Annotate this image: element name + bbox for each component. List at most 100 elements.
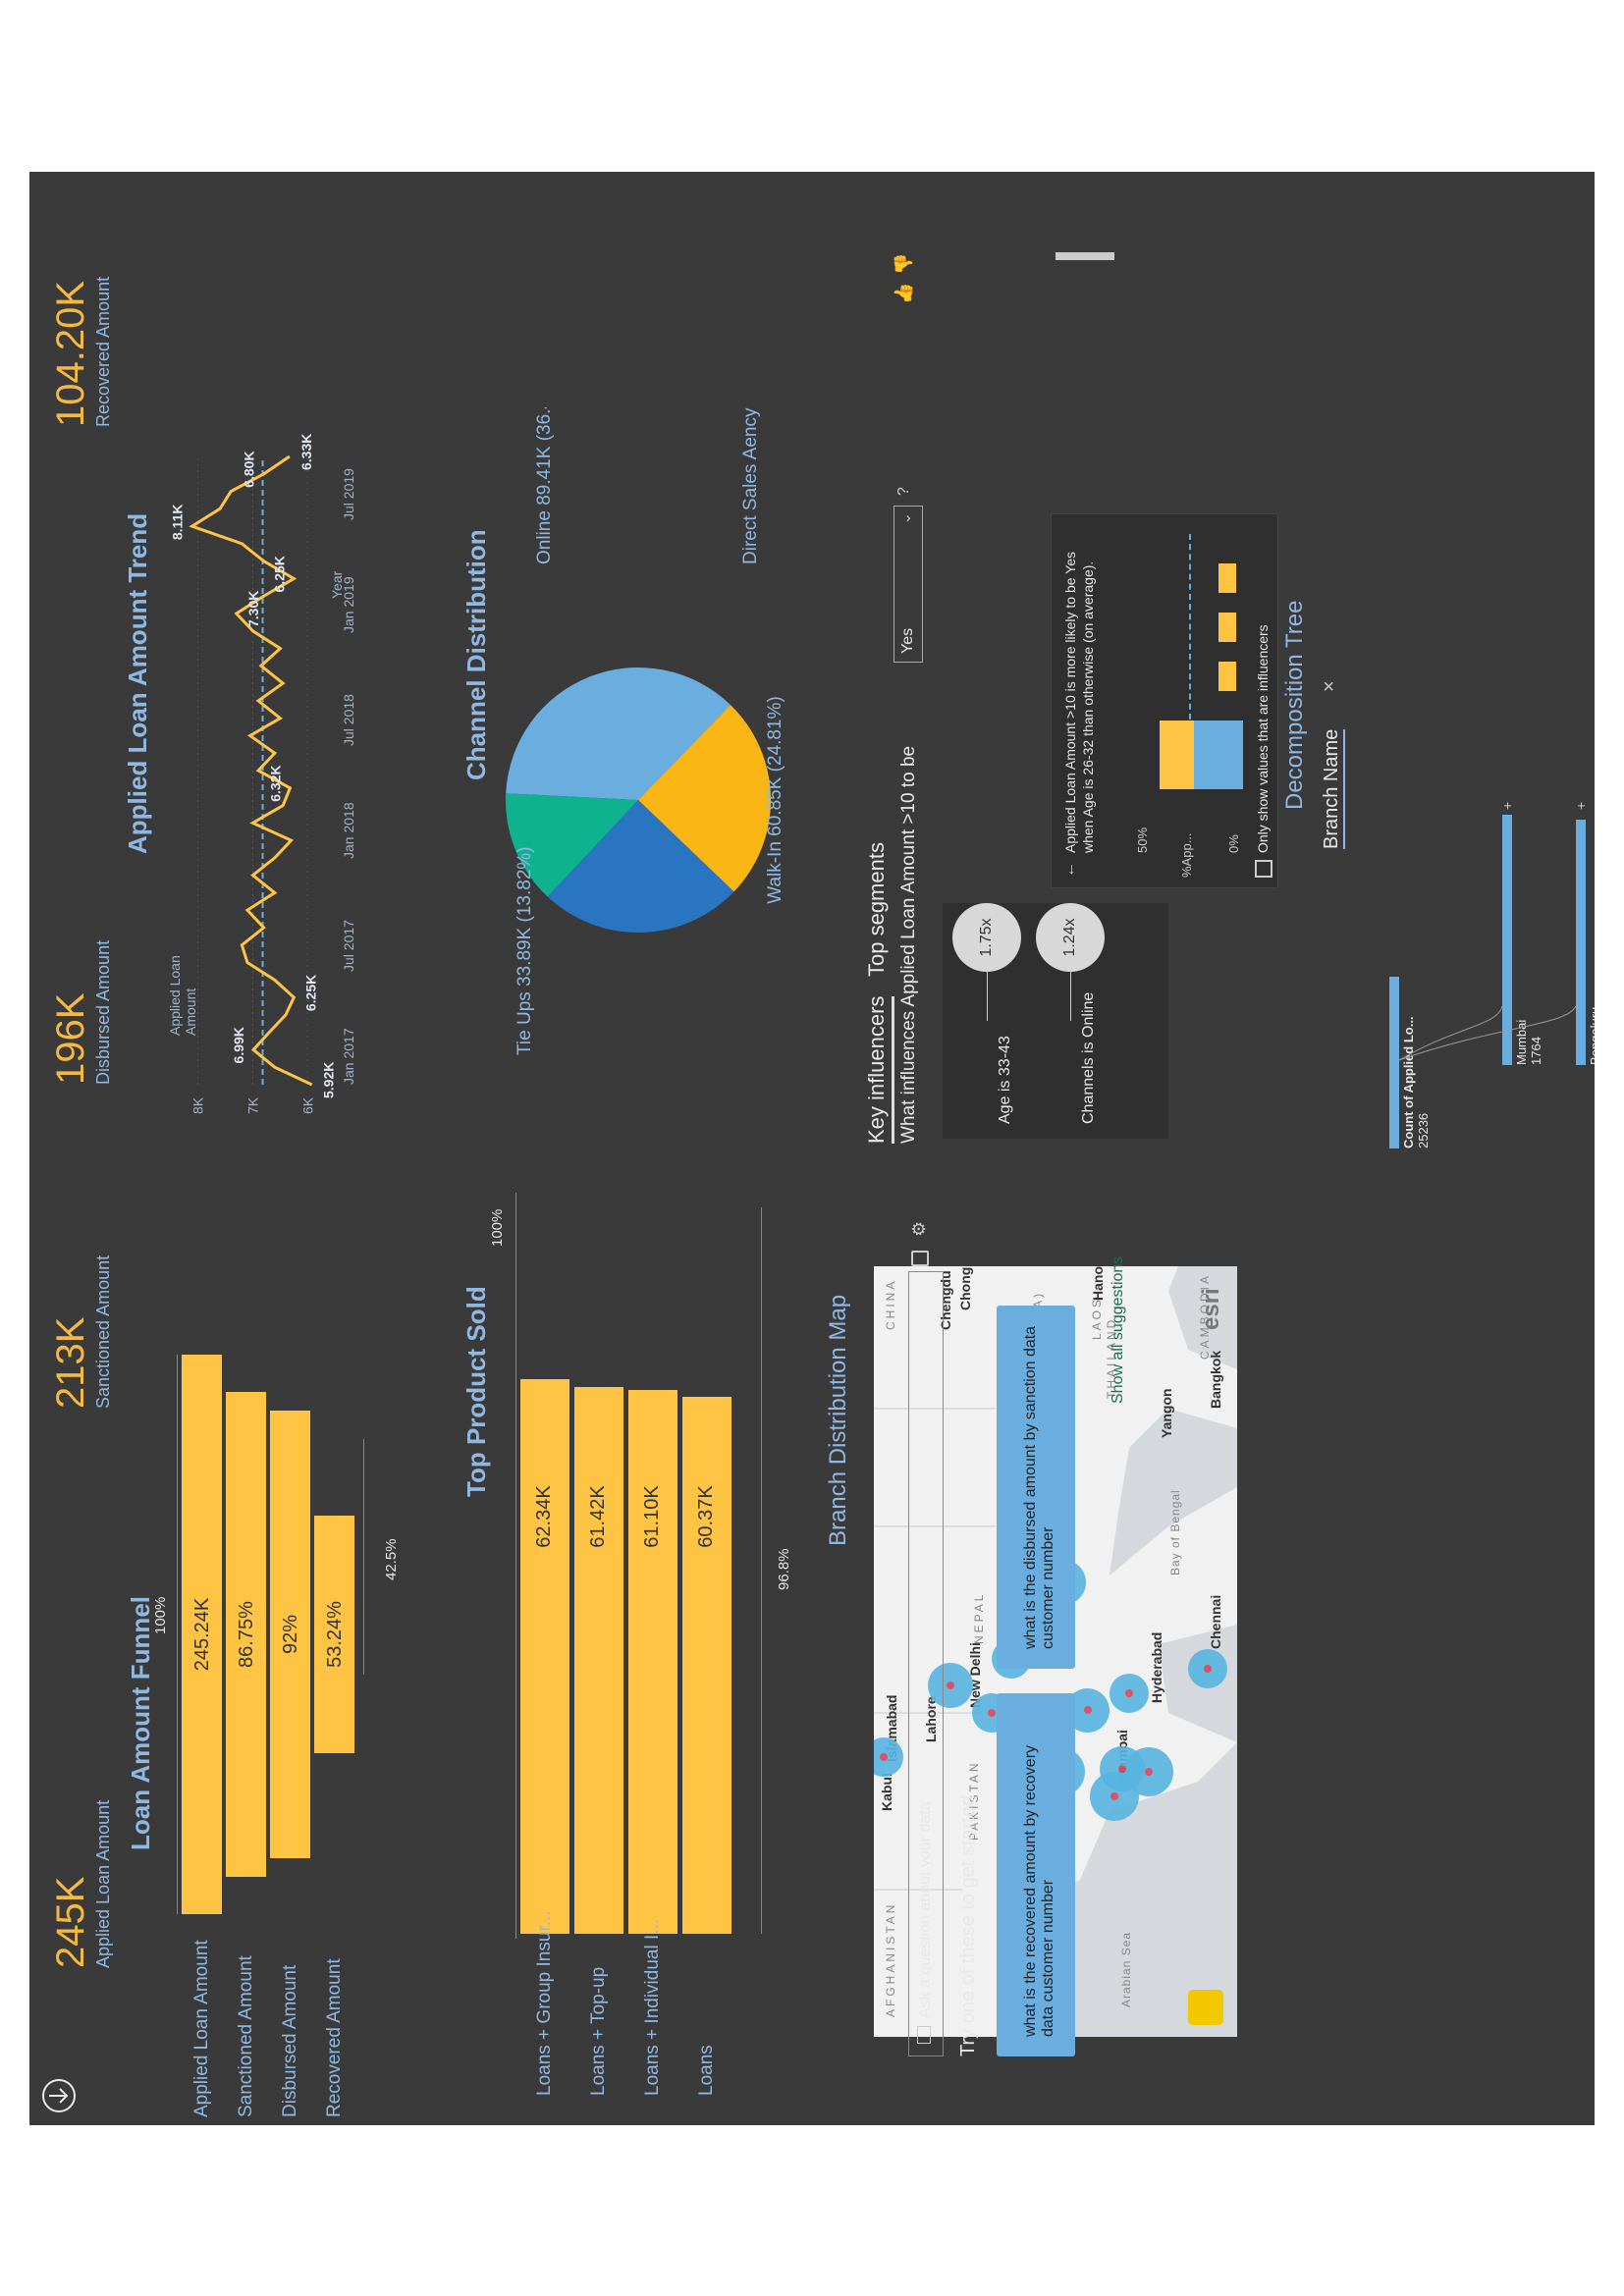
influencer-list: Age is 33-43 Channels is Online 1.75x 1.… (943, 903, 1168, 1139)
expand-icon[interactable]: + (1499, 801, 1515, 810)
data-label: 6.25K (271, 556, 287, 592)
y-tick-label: 7K (245, 1096, 261, 1114)
data-label: 6.99K (231, 1027, 246, 1063)
pie-slice[interactable] (506, 667, 731, 800)
product-value: 61.42K (587, 1485, 609, 1548)
product-bar[interactable]: 60.37K (682, 1397, 731, 1934)
select-value: Yes (899, 627, 916, 654)
kpi-applied: 245K Applied Loan Amount (49, 1800, 114, 1968)
trend-chart: 8K 7K 6K Jan 2017 Jul 2017 Jan 2018 Jul 2018 Ja… (170, 434, 356, 1114)
suggestion-button[interactable]: what is the disbursed amount by sanction… (997, 1306, 1075, 1669)
branch-bubble[interactable] (1100, 1746, 1145, 1791)
funnel-stage-label: Applied Loan Amount (191, 1940, 212, 2117)
pie-slice[interactable] (547, 800, 734, 933)
product-label: Loans + Group Insur... (534, 1910, 555, 2096)
map-sea: Arabian Sea (1119, 1931, 1133, 2007)
map-country: AFGHANISTAN (884, 1901, 897, 2017)
chevron-down-icon: ⌄ (897, 512, 913, 524)
show-all-suggestions[interactable]: Show all suggestions (1110, 1255, 1126, 1404)
data-label: 6.32K (267, 765, 283, 801)
funnel-value: 92% (280, 1614, 301, 1655)
branch-bubble[interactable] (1110, 1674, 1149, 1713)
funnel-bottom-pct: 42.5% (383, 1538, 400, 1580)
y-tick-label: 6K (299, 1096, 315, 1114)
tab-key-influencers[interactable]: Key influencers (864, 995, 894, 1144)
x-tick-label: Jul 2019 (341, 468, 356, 520)
expand-icon[interactable]: + (1573, 801, 1589, 810)
product-bar[interactable]: 61.10K (628, 1390, 677, 1934)
settings-icon[interactable]: ⚙ (909, 1220, 929, 1237)
map-city: Hanoi (1090, 1266, 1106, 1301)
kpi-value: 213K (49, 1316, 92, 1409)
map-menu-button[interactable] (1188, 1990, 1223, 2025)
thumbs-down-icon[interactable]: 👎 (893, 252, 913, 275)
decomp-root-bar[interactable] (1389, 977, 1399, 1148)
map-city: Hyderabad (1149, 1631, 1164, 1703)
funnel-bracket-bottom (363, 1439, 364, 1675)
product-label: Loans + Individual I... (642, 1918, 663, 2096)
axis-label: %App... (1179, 832, 1194, 878)
map-city: Chongqing (957, 1266, 973, 1310)
influencer-detail-text: Applied Loan Amount >10 is more likely t… (1062, 551, 1096, 853)
funnel-bar[interactable]: 92% (270, 1411, 310, 1858)
funnel-stage-label: Sanctioned Amount (236, 1955, 256, 2117)
kpi-value: 245K (49, 1876, 92, 1968)
back-arrow-icon[interactable]: ← (1061, 862, 1078, 878)
products-bracket-top (515, 1193, 516, 1939)
influencer-label[interactable]: Age is 33-43 (997, 1036, 1013, 1124)
suggestion-button[interactable]: what is the recovered amount by recovery… (997, 1693, 1075, 2056)
pie-slice[interactable] (506, 793, 638, 897)
product-value: 60.37K (695, 1485, 717, 1548)
influencer-label[interactable]: Channels is Online (1080, 991, 1097, 1124)
influencer-detail-card: ← Applied Loan Amount >10 is more likely… (1051, 513, 1278, 888)
scrollbar[interactable] (1056, 252, 1114, 260)
kpi-label: Recovered Amount (93, 276, 113, 427)
products-title: Top Product Sold (461, 1286, 491, 1497)
pie-slice[interactable] (638, 705, 771, 892)
tab-top-segments[interactable]: Top segments (864, 842, 889, 977)
map-city: Kabul (879, 1773, 894, 1811)
map-country: NEPAL (972, 1591, 986, 1644)
kpi-label: Applied Loan Amount (93, 1799, 113, 1968)
qa-prompt: Try one of these to get started (957, 1794, 979, 2056)
rotated-report: 245K Applied Loan Amount 213K Sanctioned… (29, 172, 1595, 2125)
close-icon[interactable]: × (1319, 680, 1340, 692)
funnel-bracket-top (177, 1355, 178, 1914)
influence-bubble[interactable]: 1.75x (952, 903, 1021, 972)
funnel-bar[interactable]: 245.24K (182, 1355, 222, 1914)
data-label: 8.11K (170, 505, 186, 541)
kpi-sanctioned: 213K Sanctioned Amount (49, 1255, 114, 1409)
map-city: Yangon (1159, 1388, 1174, 1438)
funnel-bar[interactable]: 53.24% (314, 1515, 354, 1754)
focus-mode-icon[interactable] (39, 2076, 79, 2115)
funnel-bar[interactable]: 86.75% (226, 1391, 266, 1878)
trend-xlabel: Year (329, 570, 345, 599)
dashboard-canvas: 245K Applied Loan Amount 213K Sanctioned… (29, 172, 1595, 2125)
bar-yellow (1160, 721, 1194, 789)
qa-placeholder: Ask a question about your data (917, 1801, 934, 2018)
influencer-checkbox[interactable] (1255, 860, 1272, 878)
map-sea: Bay of Bengal (1168, 1489, 1182, 1575)
x-tick-label: Jan 2018 (341, 802, 356, 859)
kpi-value: 104.20K (49, 280, 92, 427)
x-tick-label: Jul 2018 (341, 694, 356, 746)
influence-bubble[interactable]: 1.24x (1036, 903, 1105, 972)
qa-input[interactable]: Ask a question about your data (908, 1271, 944, 2056)
kpi-recovered: 104.20K Recovered Amount (49, 277, 114, 427)
funnel-value: 53.24% (324, 1601, 346, 1668)
x-tick-label: Jan 2017 (341, 1028, 356, 1085)
decomp-breadcrumb[interactable]: Branch Name (1321, 728, 1345, 849)
map-country: LAOS (1090, 1296, 1104, 1340)
products-bottom-pct: 96.8% (776, 1548, 792, 1590)
branch-bubble[interactable] (1188, 1649, 1227, 1688)
help-icon[interactable]: ? (895, 487, 912, 496)
outcome-select[interactable]: Yes ⌄ (893, 506, 923, 663)
product-bar[interactable]: 61.42K (574, 1387, 623, 1934)
thumbs-up-icon[interactable]: 👍 (893, 282, 913, 304)
funnel-stage-label: Disbursed Amount (280, 1964, 300, 2117)
map-country: CHINA (884, 1278, 897, 1330)
copy-icon[interactable] (911, 1251, 929, 1266)
product-bar[interactable]: 62.34K (520, 1379, 569, 1934)
funnel-value: 86.75% (236, 1601, 257, 1668)
trend-line (189, 454, 313, 1087)
